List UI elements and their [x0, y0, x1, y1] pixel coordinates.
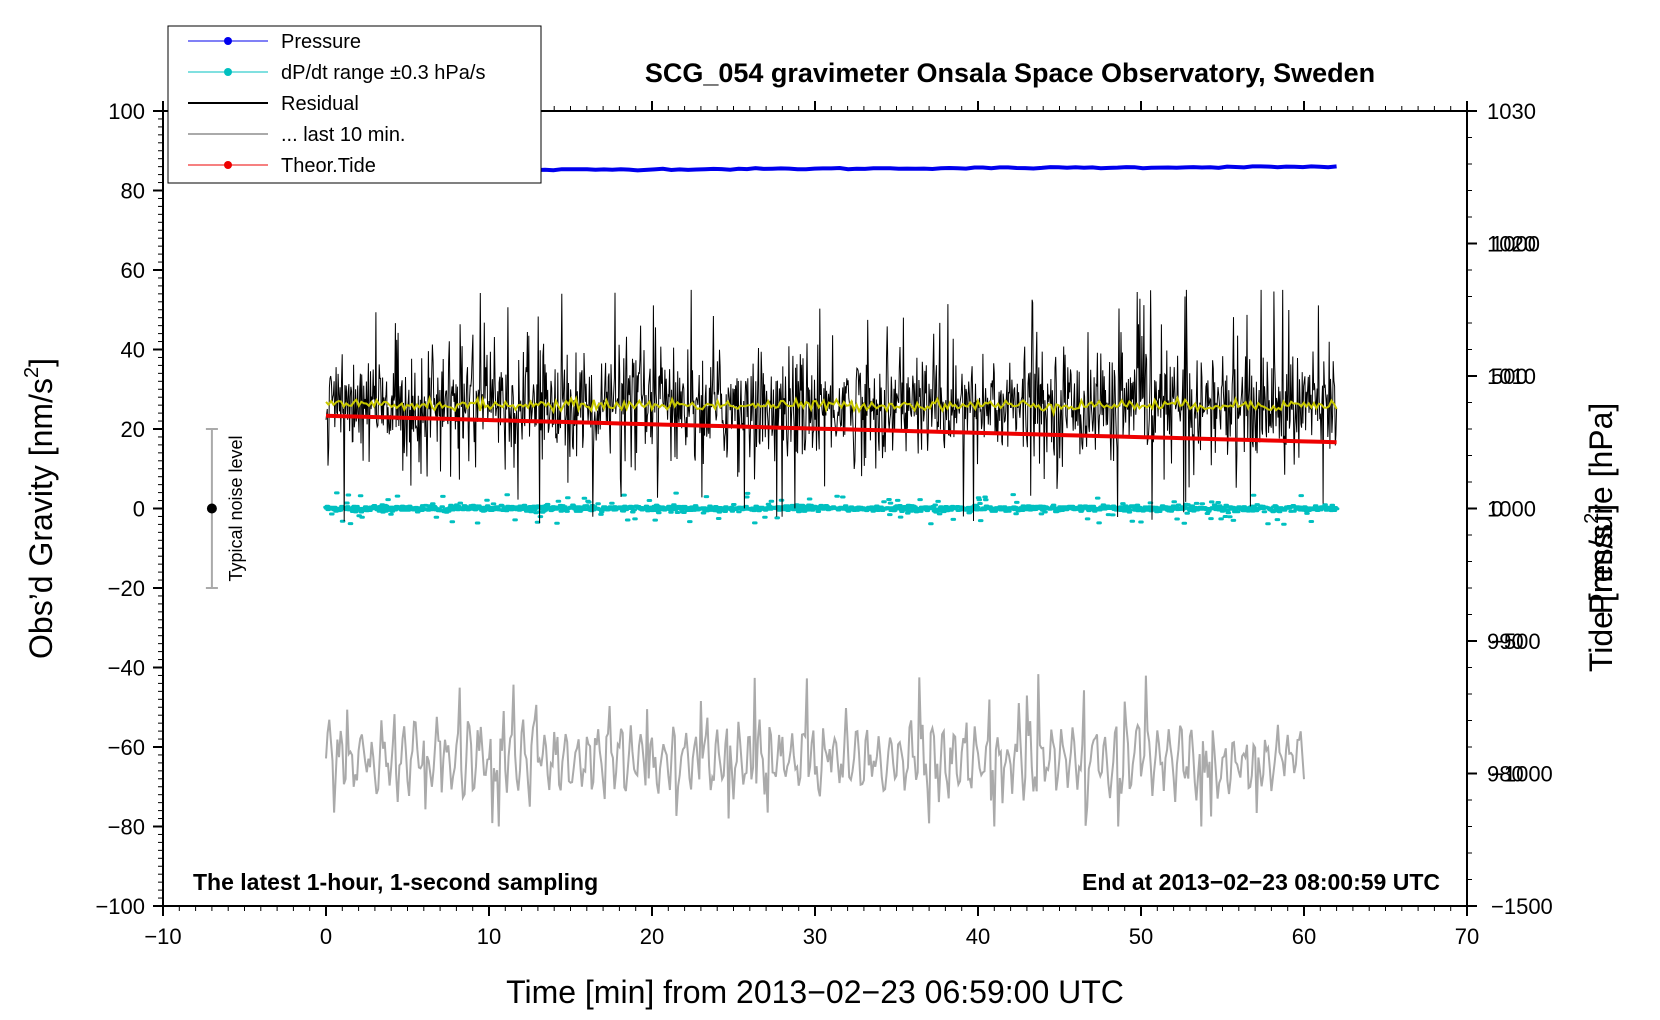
tide-line	[325, 413, 1337, 445]
y-axis-title-sup: 2	[21, 367, 43, 378]
y-tick-label: 0	[133, 497, 145, 522]
series-running-mean	[325, 394, 1338, 418]
x-tick-label: 40	[966, 924, 990, 949]
data-series	[323, 164, 1340, 827]
legend-box	[167, 25, 542, 184]
y-tick-label: 40	[121, 338, 145, 363]
legend-label: Pressure	[281, 31, 361, 53]
tide-tick-label: −1500	[1491, 894, 1553, 919]
tide-axis-title: Tide [nm/s2]	[1581, 504, 1619, 672]
legend-label: Theor.Tide	[281, 155, 376, 177]
pressure-tick-label: 1000	[1487, 497, 1536, 522]
dpdt-points	[323, 491, 1340, 526]
running-mean-line	[325, 394, 1338, 418]
series-tide	[325, 413, 1337, 445]
x-tick-label: 60	[1292, 924, 1316, 949]
y-tick-label: −80	[108, 815, 145, 840]
legend-label: dP/dt range ±0.3 hPa/s	[281, 62, 485, 84]
y-tick-label: 80	[121, 179, 145, 204]
tide-tick-label: 500	[1491, 364, 1528, 389]
end-time-annotation: End at 2013−02−23 08:00:59 UTC	[1082, 869, 1440, 895]
legend: Pressure dP/dt range ±0.3 hPa/s Residual..…	[167, 25, 542, 184]
x-axis-title: Time [min] from 2013−02−23 06:59:00 UTC	[506, 974, 1124, 1010]
pressure-tick-label: 1010	[1487, 364, 1536, 389]
pressure-axis-title: Pressure [hPa]	[1583, 403, 1619, 615]
pressure-tick-label: 990	[1487, 629, 1524, 654]
tide-axis-title-sup: 2	[1581, 513, 1603, 524]
y-tick-label: −100	[95, 894, 145, 919]
pressure-tick-label: 980	[1487, 762, 1524, 787]
series-residual	[325, 289, 1338, 524]
x-tick-label: 70	[1455, 924, 1479, 949]
x-tick-label: 30	[803, 924, 827, 949]
series-last10	[325, 674, 1305, 827]
last10-line	[325, 674, 1305, 827]
y-tick-label: 100	[108, 99, 145, 124]
sampling-annotation: The latest 1-hour, 1-second sampling	[193, 869, 598, 895]
legend-marker	[224, 37, 232, 45]
legend-marker	[224, 68, 232, 76]
series-dpdt	[323, 491, 1340, 526]
tide-axis-title-end: ]	[1583, 504, 1619, 513]
tide-tick-label: −1000	[1491, 762, 1553, 787]
legend-label: ... last 10 min.	[281, 124, 406, 146]
y-tick-label: 60	[121, 258, 145, 283]
y-axis-title: Obs’d Gravity [nm/s2]	[21, 358, 59, 659]
pressure-tick-label: 1020	[1487, 232, 1536, 257]
legend-marker	[224, 161, 232, 169]
y-tick-label: −40	[108, 656, 145, 681]
noise-level-label: Typical noise level	[226, 435, 246, 581]
tick-labels: −10 0 10 20 30 40 50 60 70−100−80−60−40−20020406…	[95, 99, 1552, 949]
noise-level-indicator: Typical noise level	[205, 428, 246, 589]
tide-tick-label: −500	[1491, 629, 1541, 654]
y-tick-label: −60	[108, 735, 145, 760]
chart-title: SCG_054 gravimeter Onsala Space Observat…	[645, 58, 1375, 88]
x-tick-label: −10	[144, 924, 181, 949]
residual-line	[325, 289, 1338, 524]
x-tick-label: 0	[320, 924, 332, 949]
y-axis-title-end: ]	[23, 358, 59, 367]
noise-level-dot	[206, 503, 217, 514]
x-tick-label: 10	[477, 924, 501, 949]
tide-tick-label: 1000	[1491, 232, 1540, 257]
y-tick-label: 20	[121, 417, 145, 442]
x-tick-label: 20	[640, 924, 664, 949]
tide-axis-title-main: Tide [nm/s	[1583, 524, 1619, 672]
y-tick-label: −20	[108, 576, 145, 601]
x-tick-label: 50	[1129, 924, 1153, 949]
y-axis-title-main: Obs’d Gravity [nm/s	[23, 378, 59, 659]
pressure-tick-label: 1030	[1487, 99, 1536, 124]
legend-label: Residual	[281, 93, 359, 115]
tide-tick-label: 0	[1491, 497, 1503, 522]
